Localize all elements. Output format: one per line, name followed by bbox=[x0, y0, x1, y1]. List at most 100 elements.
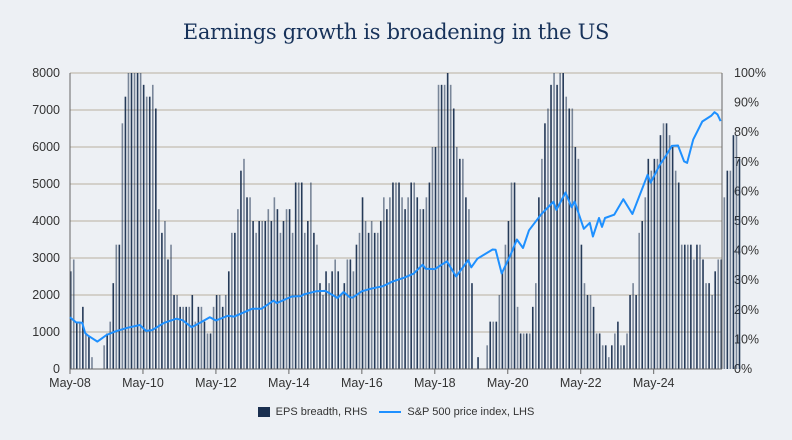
eps-breadth-bar bbox=[173, 295, 175, 369]
eps-breadth-bar bbox=[431, 147, 434, 369]
left-tick-label: 6000 bbox=[32, 140, 60, 154]
eps-breadth-bar bbox=[255, 232, 257, 369]
eps-breadth-bar bbox=[133, 73, 136, 369]
eps-breadth-bar bbox=[316, 244, 318, 369]
eps-breadth-bar bbox=[148, 96, 151, 370]
eps-breadth-bar bbox=[161, 232, 163, 369]
eps-breadth-bar bbox=[556, 84, 558, 369]
eps-breadth-bar bbox=[155, 108, 157, 370]
eps-breadth-bar bbox=[227, 271, 230, 369]
chart-title: Earnings growth is broadening in the US bbox=[182, 20, 610, 44]
legend-label-eps: EPS breadth, RHS bbox=[275, 406, 368, 418]
eps-breadth-bar bbox=[215, 295, 218, 369]
legend-swatch-bars bbox=[257, 407, 270, 417]
eps-breadth-bar bbox=[687, 244, 689, 369]
eps-breadth-bar bbox=[501, 271, 504, 369]
eps-breadth-bar bbox=[711, 295, 713, 369]
eps-breadth-bar bbox=[383, 197, 385, 369]
eps-breadth-bar bbox=[465, 197, 467, 369]
eps-breadth-bar bbox=[738, 158, 741, 369]
right-tick-label: 0% bbox=[734, 362, 752, 376]
eps-breadth-bar bbox=[349, 259, 352, 369]
eps-breadth-bar bbox=[91, 357, 93, 369]
eps-breadth-bar bbox=[650, 170, 653, 369]
eps-breadth-bar bbox=[449, 84, 452, 369]
eps-breadth-bar bbox=[106, 333, 108, 369]
eps-breadth-bar bbox=[437, 84, 440, 369]
eps-breadth-bar bbox=[419, 209, 422, 369]
left-tick-label: 2000 bbox=[32, 288, 60, 302]
eps-breadth-bar bbox=[130, 73, 133, 369]
eps-breadth-bar bbox=[188, 306, 191, 369]
eps-breadth-bar bbox=[75, 321, 78, 369]
right-tick-label: 100% bbox=[734, 66, 766, 80]
eps-breadth-bar bbox=[386, 209, 388, 369]
eps-breadth-bar bbox=[440, 84, 443, 369]
eps-breadth-bar bbox=[179, 306, 181, 369]
eps-breadth-bar bbox=[185, 306, 188, 369]
eps-breadth-bar bbox=[504, 244, 507, 369]
eps-breadth-bar bbox=[401, 197, 403, 369]
eps-breadth-bar bbox=[553, 73, 555, 369]
eps-breadth-bar bbox=[726, 170, 729, 369]
eps-breadth-bar bbox=[142, 84, 145, 369]
eps-breadth-bar bbox=[191, 295, 194, 369]
eps-breadth-bar bbox=[103, 345, 105, 369]
eps-breadth-bar bbox=[589, 295, 592, 369]
eps-breadth-bar bbox=[416, 197, 419, 369]
eps-breadth-bar bbox=[145, 96, 148, 370]
eps-breadth-bar bbox=[489, 321, 492, 369]
eps-breadth-bar bbox=[291, 232, 294, 369]
right-tick-label: 50% bbox=[734, 214, 759, 228]
x-tick-label: May-18 bbox=[414, 376, 456, 390]
eps-breadth-bar bbox=[72, 259, 75, 369]
eps-breadth-bar bbox=[583, 283, 586, 369]
eps-breadth-bar bbox=[535, 283, 537, 369]
eps-breadth-bar bbox=[404, 209, 406, 369]
eps-breadth-bar bbox=[577, 158, 580, 369]
eps-breadth-bar bbox=[276, 209, 279, 369]
left-tick-label: 3000 bbox=[32, 251, 60, 265]
eps-breadth-bar bbox=[522, 333, 525, 369]
eps-breadth-bar bbox=[611, 345, 613, 369]
eps-breadth-bar bbox=[352, 271, 355, 369]
eps-breadth-bar bbox=[683, 244, 686, 369]
eps-breadth-bar bbox=[337, 271, 340, 369]
eps-breadth-bar bbox=[246, 197, 248, 369]
eps-breadth-bar bbox=[638, 232, 640, 369]
eps-breadth-bar bbox=[221, 306, 224, 369]
eps-breadth-bar bbox=[617, 321, 619, 369]
eps-breadth-bar bbox=[468, 209, 470, 369]
eps-breadth-bar bbox=[297, 182, 300, 369]
eps-breadth-bar bbox=[459, 158, 461, 369]
x-tick-label: May-14 bbox=[268, 376, 310, 390]
eps-breadth-bar bbox=[541, 158, 543, 369]
eps-breadth-bar bbox=[194, 321, 197, 369]
eps-breadth-bar bbox=[641, 221, 644, 369]
eps-breadth-bar bbox=[151, 84, 154, 369]
eps-breadth-bar bbox=[258, 221, 260, 369]
eps-breadth-bar bbox=[288, 209, 291, 369]
eps-breadth-bar bbox=[252, 221, 254, 369]
eps-breadth-bar bbox=[498, 295, 501, 369]
eps-breadth-bar bbox=[294, 182, 297, 369]
eps-breadth-bar bbox=[574, 147, 577, 369]
eps-breadth-bar bbox=[714, 271, 716, 369]
right-tick-label: 10% bbox=[734, 332, 759, 346]
eps-breadth-bar bbox=[313, 232, 315, 369]
eps-breadth-bar bbox=[705, 283, 707, 369]
eps-breadth-bar bbox=[118, 244, 121, 369]
eps-breadth-bar bbox=[662, 123, 665, 369]
eps-breadth-bar bbox=[559, 73, 561, 369]
eps-breadth-bar bbox=[626, 333, 628, 369]
eps-breadth-bar bbox=[674, 170, 677, 369]
x-tick-label: May-16 bbox=[341, 376, 383, 390]
eps-breadth-bar bbox=[307, 221, 309, 369]
eps-breadth-bar bbox=[361, 197, 364, 369]
eps-breadth-bar bbox=[167, 259, 169, 369]
eps-breadth-bar bbox=[699, 244, 701, 369]
eps-breadth-bar bbox=[209, 333, 212, 369]
eps-breadth-bar bbox=[282, 221, 285, 369]
eps-breadth-bar bbox=[723, 197, 726, 369]
eps-breadth-bar bbox=[665, 123, 668, 369]
